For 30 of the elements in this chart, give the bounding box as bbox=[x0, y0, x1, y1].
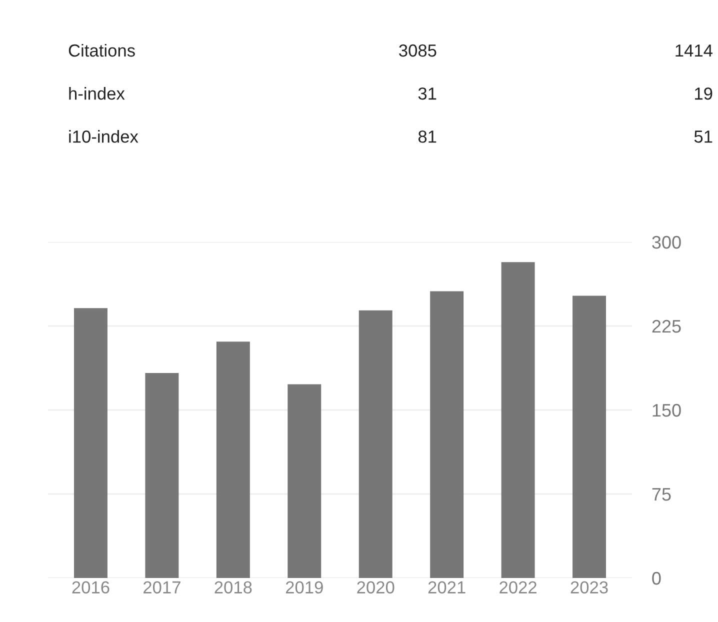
bar bbox=[216, 342, 250, 578]
x-tick-label: 2017 bbox=[144, 581, 180, 594]
bar bbox=[74, 308, 108, 578]
bar bbox=[572, 296, 606, 578]
y-tick-label: 0 bbox=[652, 572, 661, 585]
category-label: i10-index bbox=[69, 130, 138, 143]
y-tick-label: 150 bbox=[652, 404, 681, 417]
x-tick-label: 2022 bbox=[500, 581, 536, 594]
data-label: 31 bbox=[418, 87, 436, 100]
x-tick-label: 2016 bbox=[72, 581, 110, 594]
category-label: h-index bbox=[69, 86, 125, 100]
y-tick-label: 225 bbox=[652, 320, 681, 333]
bar bbox=[288, 384, 322, 578]
data-label: 51 bbox=[694, 130, 712, 143]
data-label: 81 bbox=[418, 130, 436, 143]
y-tick-label: 75 bbox=[652, 488, 671, 501]
x-tick-label: 2018 bbox=[214, 581, 252, 594]
x-tick-label: 2023 bbox=[570, 581, 608, 594]
x-tick-label: 2021 bbox=[428, 581, 466, 594]
category-label: Citations bbox=[68, 44, 135, 57]
x-tick-label: 2019 bbox=[286, 581, 323, 594]
data-label: 1414 bbox=[676, 44, 712, 57]
bar bbox=[358, 310, 392, 578]
bar bbox=[501, 262, 535, 578]
y-tick-label: 300 bbox=[652, 236, 681, 249]
bar bbox=[430, 291, 464, 578]
x-tick-label: 2020 bbox=[357, 581, 394, 594]
bar bbox=[145, 373, 179, 578]
data-label: 3085 bbox=[399, 44, 436, 57]
data-label: 19 bbox=[695, 87, 712, 100]
